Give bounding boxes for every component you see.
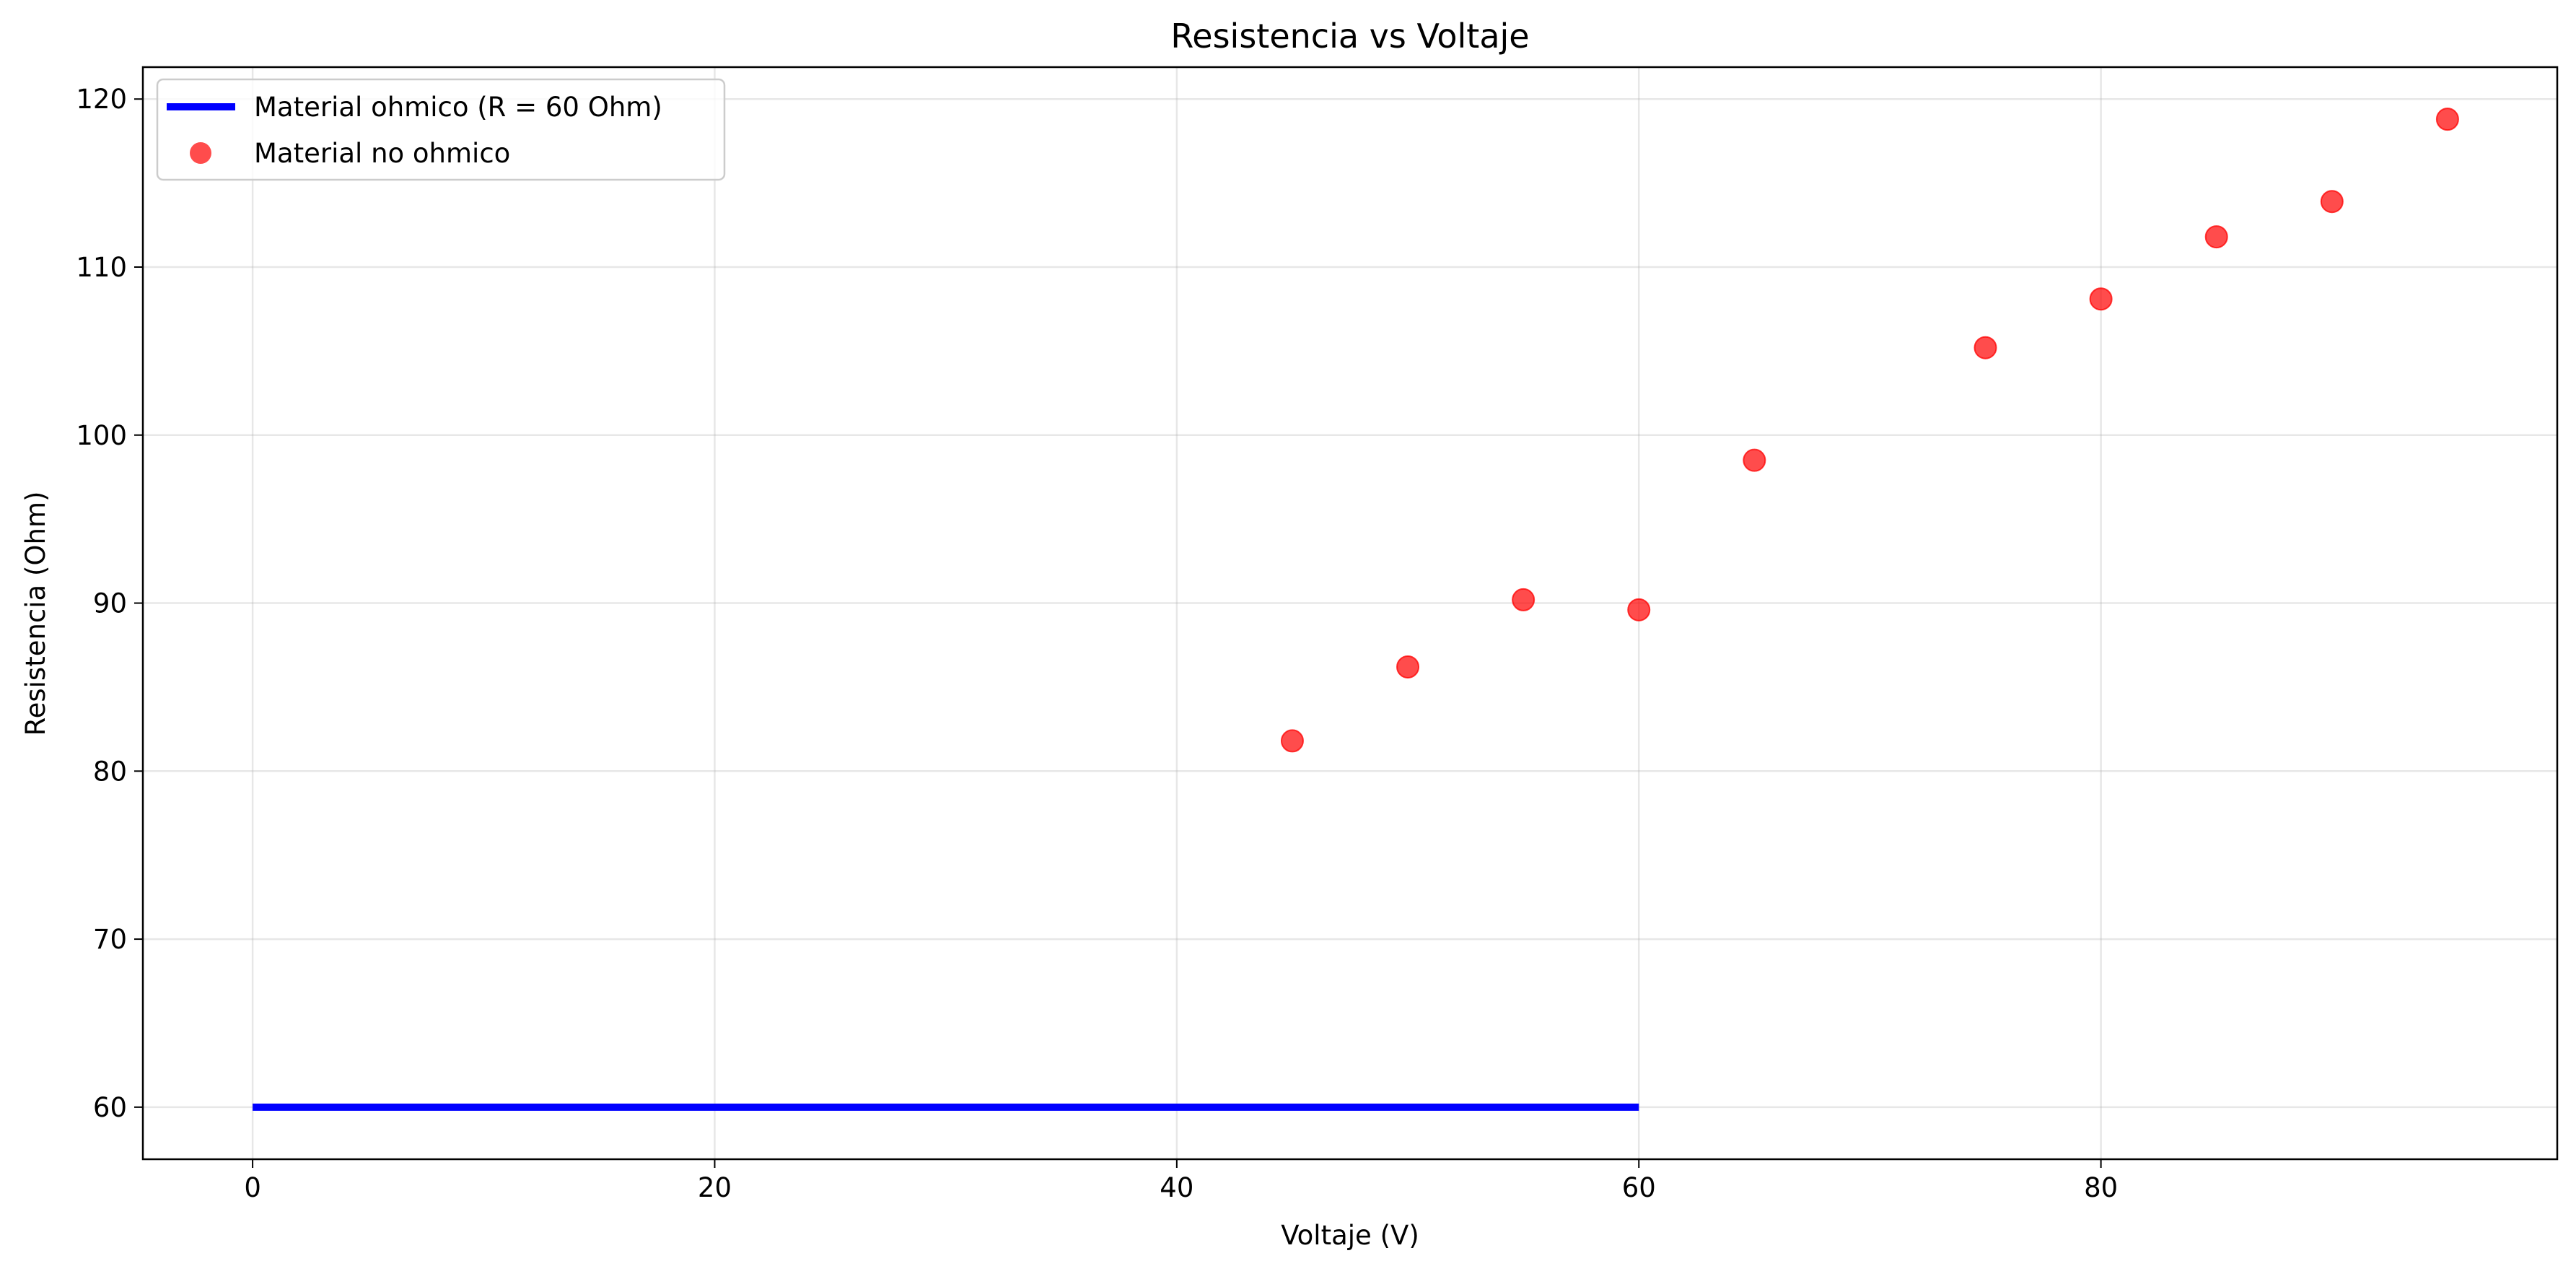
x-tick-label: 0 [244,1172,261,1203]
y-tick-label: 120 [76,84,127,115]
legend-marker-swatch [190,142,211,164]
legend-frame [156,78,726,181]
x-axis: 0 20 40 60 80 [244,1159,2118,1203]
non-ohmic-point [2204,225,2228,249]
legend-label-ohmico: Material ohmico (R = 60 Ohm) [254,92,662,123]
x-tick-label: 40 [1160,1172,1193,1203]
non-ohmic-point [2435,108,2459,131]
x-axis-label: Voltaje (V) [1281,1220,1419,1251]
x-tick-label: 60 [1622,1172,1656,1203]
non-ohmic-point [1280,729,1304,753]
non-ohmic-point [1396,655,1420,679]
non-ohmic-point [2089,287,2113,311]
y-axis: 60 70 80 90 100 110 120 [76,84,143,1123]
y-tick-label: 70 [93,924,127,955]
plot-area [253,108,2459,1111]
non-ohmic-point [1627,598,1651,621]
non-ohmic-point [1973,336,1997,359]
y-tick-label: 110 [76,252,127,283]
y-tick-label: 90 [93,588,127,619]
y-tick-label: 80 [93,756,127,787]
plot-frame [141,66,2559,1161]
y-tick-label: 100 [76,420,127,451]
non-ohmic-point [1512,588,1535,611]
non-ohmic-point [2320,190,2344,214]
y-tick-label: 60 [93,1092,127,1123]
y-axis-label: Resistencia (Ohm) [20,492,51,736]
x-tick-label: 20 [698,1172,732,1203]
x-tick-label: 80 [2084,1172,2118,1203]
non-ohmic-point [1743,448,1766,472]
chart-title: Resistencia vs Voltaje [1170,17,1529,56]
legend: Material ohmico (R = 60 Ohm) Material no… [156,78,726,181]
legend-label-no-ohmico: Material no ohmico [254,138,510,169]
